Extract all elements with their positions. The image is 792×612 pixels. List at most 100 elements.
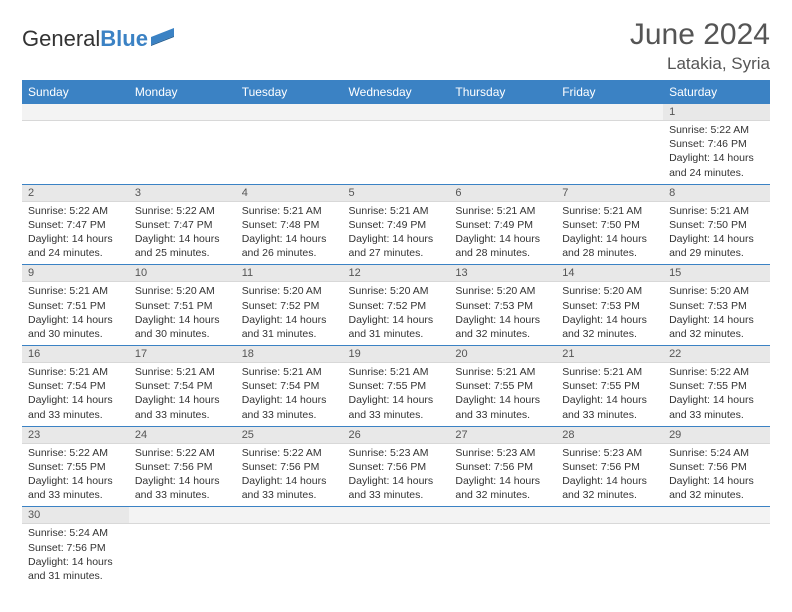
day-sunset: Sunset: 7:56 PM (349, 460, 444, 474)
day-body: Sunrise: 5:24 AMSunset: 7:56 PMDaylight:… (663, 444, 770, 507)
day-dl1: Daylight: 14 hours (28, 393, 123, 407)
day-dl2: and 33 minutes. (455, 408, 550, 422)
day-body: Sunrise: 5:21 AMSunset: 7:55 PMDaylight:… (449, 363, 556, 426)
calendar-cell: 28Sunrise: 5:23 AMSunset: 7:56 PMDayligh… (556, 426, 663, 507)
day-dl1: Daylight: 14 hours (562, 474, 657, 488)
day-sunset: Sunset: 7:56 PM (669, 460, 764, 474)
day-number-empty (236, 104, 343, 121)
day-dl2: and 33 minutes. (28, 408, 123, 422)
day-number: 13 (449, 265, 556, 282)
day-dl2: and 31 minutes. (349, 327, 444, 341)
day-body: Sunrise: 5:22 AMSunset: 7:55 PMDaylight:… (663, 363, 770, 426)
day-number: 5 (343, 185, 450, 202)
day-number-empty (343, 507, 450, 524)
calendar-cell: 26Sunrise: 5:23 AMSunset: 7:56 PMDayligh… (343, 426, 450, 507)
day-dl1: Daylight: 14 hours (135, 313, 230, 327)
brand-logo: GeneralBlue (22, 26, 177, 52)
day-number-empty (236, 507, 343, 524)
day-dl2: and 32 minutes. (562, 327, 657, 341)
day-body: Sunrise: 5:23 AMSunset: 7:56 PMDaylight:… (449, 444, 556, 507)
day-body: Sunrise: 5:20 AMSunset: 7:53 PMDaylight:… (556, 282, 663, 345)
day-sunrise: Sunrise: 5:20 AM (455, 284, 550, 298)
day-sunset: Sunset: 7:51 PM (135, 299, 230, 313)
day-body: Sunrise: 5:20 AMSunset: 7:52 PMDaylight:… (236, 282, 343, 345)
day-body-empty (236, 524, 343, 580)
day-dl1: Daylight: 14 hours (135, 232, 230, 246)
day-dl1: Daylight: 14 hours (669, 313, 764, 327)
day-sunrise: Sunrise: 5:22 AM (242, 446, 337, 460)
calendar-cell: 30Sunrise: 5:24 AMSunset: 7:56 PMDayligh… (22, 507, 129, 587)
day-dl2: and 24 minutes. (669, 166, 764, 180)
day-number: 3 (129, 185, 236, 202)
calendar-cell: 18Sunrise: 5:21 AMSunset: 7:54 PMDayligh… (236, 346, 343, 427)
calendar-cell (449, 507, 556, 587)
day-dl2: and 30 minutes. (135, 327, 230, 341)
day-dl2: and 33 minutes. (28, 488, 123, 502)
day-dl2: and 32 minutes. (669, 488, 764, 502)
day-body: Sunrise: 5:23 AMSunset: 7:56 PMDaylight:… (343, 444, 450, 507)
brand-name-2: Blue (100, 26, 148, 52)
location-label: Latakia, Syria (630, 54, 770, 74)
day-sunset: Sunset: 7:56 PM (135, 460, 230, 474)
day-dl2: and 33 minutes. (349, 488, 444, 502)
calendar-cell: 27Sunrise: 5:23 AMSunset: 7:56 PMDayligh… (449, 426, 556, 507)
weekday-header: Wednesday (343, 80, 450, 104)
day-dl1: Daylight: 14 hours (135, 474, 230, 488)
day-sunset: Sunset: 7:56 PM (562, 460, 657, 474)
weekday-header: Sunday (22, 80, 129, 104)
day-number: 30 (22, 507, 129, 524)
calendar-cell: 21Sunrise: 5:21 AMSunset: 7:55 PMDayligh… (556, 346, 663, 427)
day-body: Sunrise: 5:21 AMSunset: 7:50 PMDaylight:… (663, 202, 770, 265)
day-body-empty (663, 524, 770, 580)
day-dl2: and 28 minutes. (562, 246, 657, 260)
day-dl2: and 32 minutes. (669, 327, 764, 341)
day-body: Sunrise: 5:22 AMSunset: 7:47 PMDaylight:… (129, 202, 236, 265)
day-sunrise: Sunrise: 5:20 AM (135, 284, 230, 298)
day-sunrise: Sunrise: 5:21 AM (349, 204, 444, 218)
day-number-empty (449, 104, 556, 121)
calendar-cell: 6Sunrise: 5:21 AMSunset: 7:49 PMDaylight… (449, 184, 556, 265)
day-number: 2 (22, 185, 129, 202)
day-dl1: Daylight: 14 hours (455, 232, 550, 246)
calendar-cell: 29Sunrise: 5:24 AMSunset: 7:56 PMDayligh… (663, 426, 770, 507)
calendar-cell: 9Sunrise: 5:21 AMSunset: 7:51 PMDaylight… (22, 265, 129, 346)
day-dl1: Daylight: 14 hours (349, 393, 444, 407)
day-dl1: Daylight: 14 hours (349, 474, 444, 488)
day-number: 10 (129, 265, 236, 282)
day-sunset: Sunset: 7:53 PM (669, 299, 764, 313)
day-number: 12 (343, 265, 450, 282)
day-dl1: Daylight: 14 hours (28, 555, 123, 569)
day-body: Sunrise: 5:21 AMSunset: 7:54 PMDaylight:… (22, 363, 129, 426)
calendar-cell: 12Sunrise: 5:20 AMSunset: 7:52 PMDayligh… (343, 265, 450, 346)
day-number: 8 (663, 185, 770, 202)
day-number: 1 (663, 104, 770, 121)
day-body: Sunrise: 5:21 AMSunset: 7:54 PMDaylight:… (236, 363, 343, 426)
day-body-empty (236, 121, 343, 177)
calendar-row: 9Sunrise: 5:21 AMSunset: 7:51 PMDaylight… (22, 265, 770, 346)
weekday-header: Saturday (663, 80, 770, 104)
day-sunset: Sunset: 7:53 PM (455, 299, 550, 313)
day-sunset: Sunset: 7:49 PM (455, 218, 550, 232)
weekday-header: Tuesday (236, 80, 343, 104)
day-sunset: Sunset: 7:53 PM (562, 299, 657, 313)
day-body: Sunrise: 5:20 AMSunset: 7:53 PMDaylight:… (449, 282, 556, 345)
day-dl2: and 32 minutes. (455, 327, 550, 341)
day-number: 7 (556, 185, 663, 202)
day-dl1: Daylight: 14 hours (669, 232, 764, 246)
day-sunset: Sunset: 7:46 PM (669, 137, 764, 151)
day-dl1: Daylight: 14 hours (28, 232, 123, 246)
calendar-cell (556, 507, 663, 587)
day-number: 29 (663, 427, 770, 444)
day-dl1: Daylight: 14 hours (562, 393, 657, 407)
day-sunrise: Sunrise: 5:22 AM (669, 123, 764, 137)
calendar-cell: 8Sunrise: 5:21 AMSunset: 7:50 PMDaylight… (663, 184, 770, 265)
day-number: 4 (236, 185, 343, 202)
day-sunset: Sunset: 7:54 PM (28, 379, 123, 393)
calendar-cell: 23Sunrise: 5:22 AMSunset: 7:55 PMDayligh… (22, 426, 129, 507)
day-sunrise: Sunrise: 5:21 AM (562, 204, 657, 218)
day-body-empty (343, 524, 450, 580)
day-sunrise: Sunrise: 5:22 AM (28, 446, 123, 460)
day-sunrise: Sunrise: 5:20 AM (562, 284, 657, 298)
day-dl2: and 33 minutes. (349, 408, 444, 422)
day-body-empty (556, 524, 663, 580)
